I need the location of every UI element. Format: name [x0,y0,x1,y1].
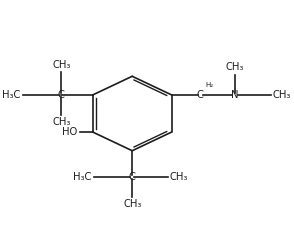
Text: C: C [197,90,204,100]
Text: H₃C: H₃C [2,90,21,100]
Text: C: C [129,172,136,182]
Text: H₃C: H₃C [73,172,92,182]
Text: CH₃: CH₃ [123,199,141,209]
Text: CH₃: CH₃ [226,62,244,72]
Text: CH₃: CH₃ [52,117,70,127]
Text: C: C [58,90,65,100]
Text: CH₃: CH₃ [52,60,70,70]
Text: CH₃: CH₃ [170,172,188,182]
Text: H₂: H₂ [206,82,213,88]
Text: HO: HO [62,127,78,137]
Text: CH₃: CH₃ [273,90,291,100]
Text: N: N [231,90,239,100]
